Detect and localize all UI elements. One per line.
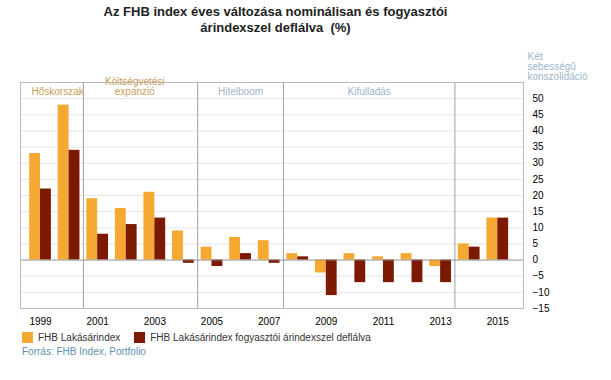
svg-text:40: 40 xyxy=(533,125,545,136)
svg-text:2007: 2007 xyxy=(258,316,281,327)
svg-text:50: 50 xyxy=(533,93,545,104)
html-text:FHB Lakásárindex: FHB Lakásárindex xyxy=(38,332,121,343)
svg-text:Kétsebességűkonszolidáció: Kétsebességűkonszolidáció xyxy=(528,51,588,82)
svg-text:Hőskorszak: Hőskorszak xyxy=(32,86,85,97)
svg-text:2005: 2005 xyxy=(201,316,224,327)
svg-text:35: 35 xyxy=(533,141,545,152)
svg-text:5: 5 xyxy=(533,238,539,249)
svg-text:Költségvetésiexpanzió: Költségvetésiexpanzió xyxy=(105,76,164,97)
svg-text:25: 25 xyxy=(533,174,545,185)
svg-text:45: 45 xyxy=(533,109,545,120)
svg-text:30: 30 xyxy=(533,157,545,168)
svg-text:10: 10 xyxy=(533,222,545,233)
html-text:Az FHB index éves változása no: Az FHB index éves változása nominálisan … xyxy=(103,4,448,35)
svg-text:2009: 2009 xyxy=(315,316,338,327)
svg-text:2003: 2003 xyxy=(144,316,167,327)
svg-text:1999: 1999 xyxy=(29,316,52,327)
html-text:Forrás: FHB Index, Portfolio: Forrás: FHB Index, Portfolio xyxy=(22,346,146,357)
svg-text:−5: −5 xyxy=(533,270,545,281)
svg-text:−15: −15 xyxy=(533,303,550,314)
svg-text:−10: −10 xyxy=(533,287,550,298)
svg-text:0: 0 xyxy=(533,254,539,265)
svg-text:Kifulladás: Kifulladás xyxy=(347,86,390,97)
svg-text:20: 20 xyxy=(533,190,545,201)
svg-text:2001: 2001 xyxy=(87,316,110,327)
svg-text:Hitelboom: Hitelboom xyxy=(218,86,263,97)
svg-text:2011: 2011 xyxy=(373,316,395,327)
svg-text:2015: 2015 xyxy=(487,316,510,327)
html-text:FHB Lakásárindex fogyasztói ár: FHB Lakásárindex fogyasztói árindexszel … xyxy=(150,332,371,343)
svg-text:2013: 2013 xyxy=(429,316,452,327)
svg-text:15: 15 xyxy=(533,206,545,217)
